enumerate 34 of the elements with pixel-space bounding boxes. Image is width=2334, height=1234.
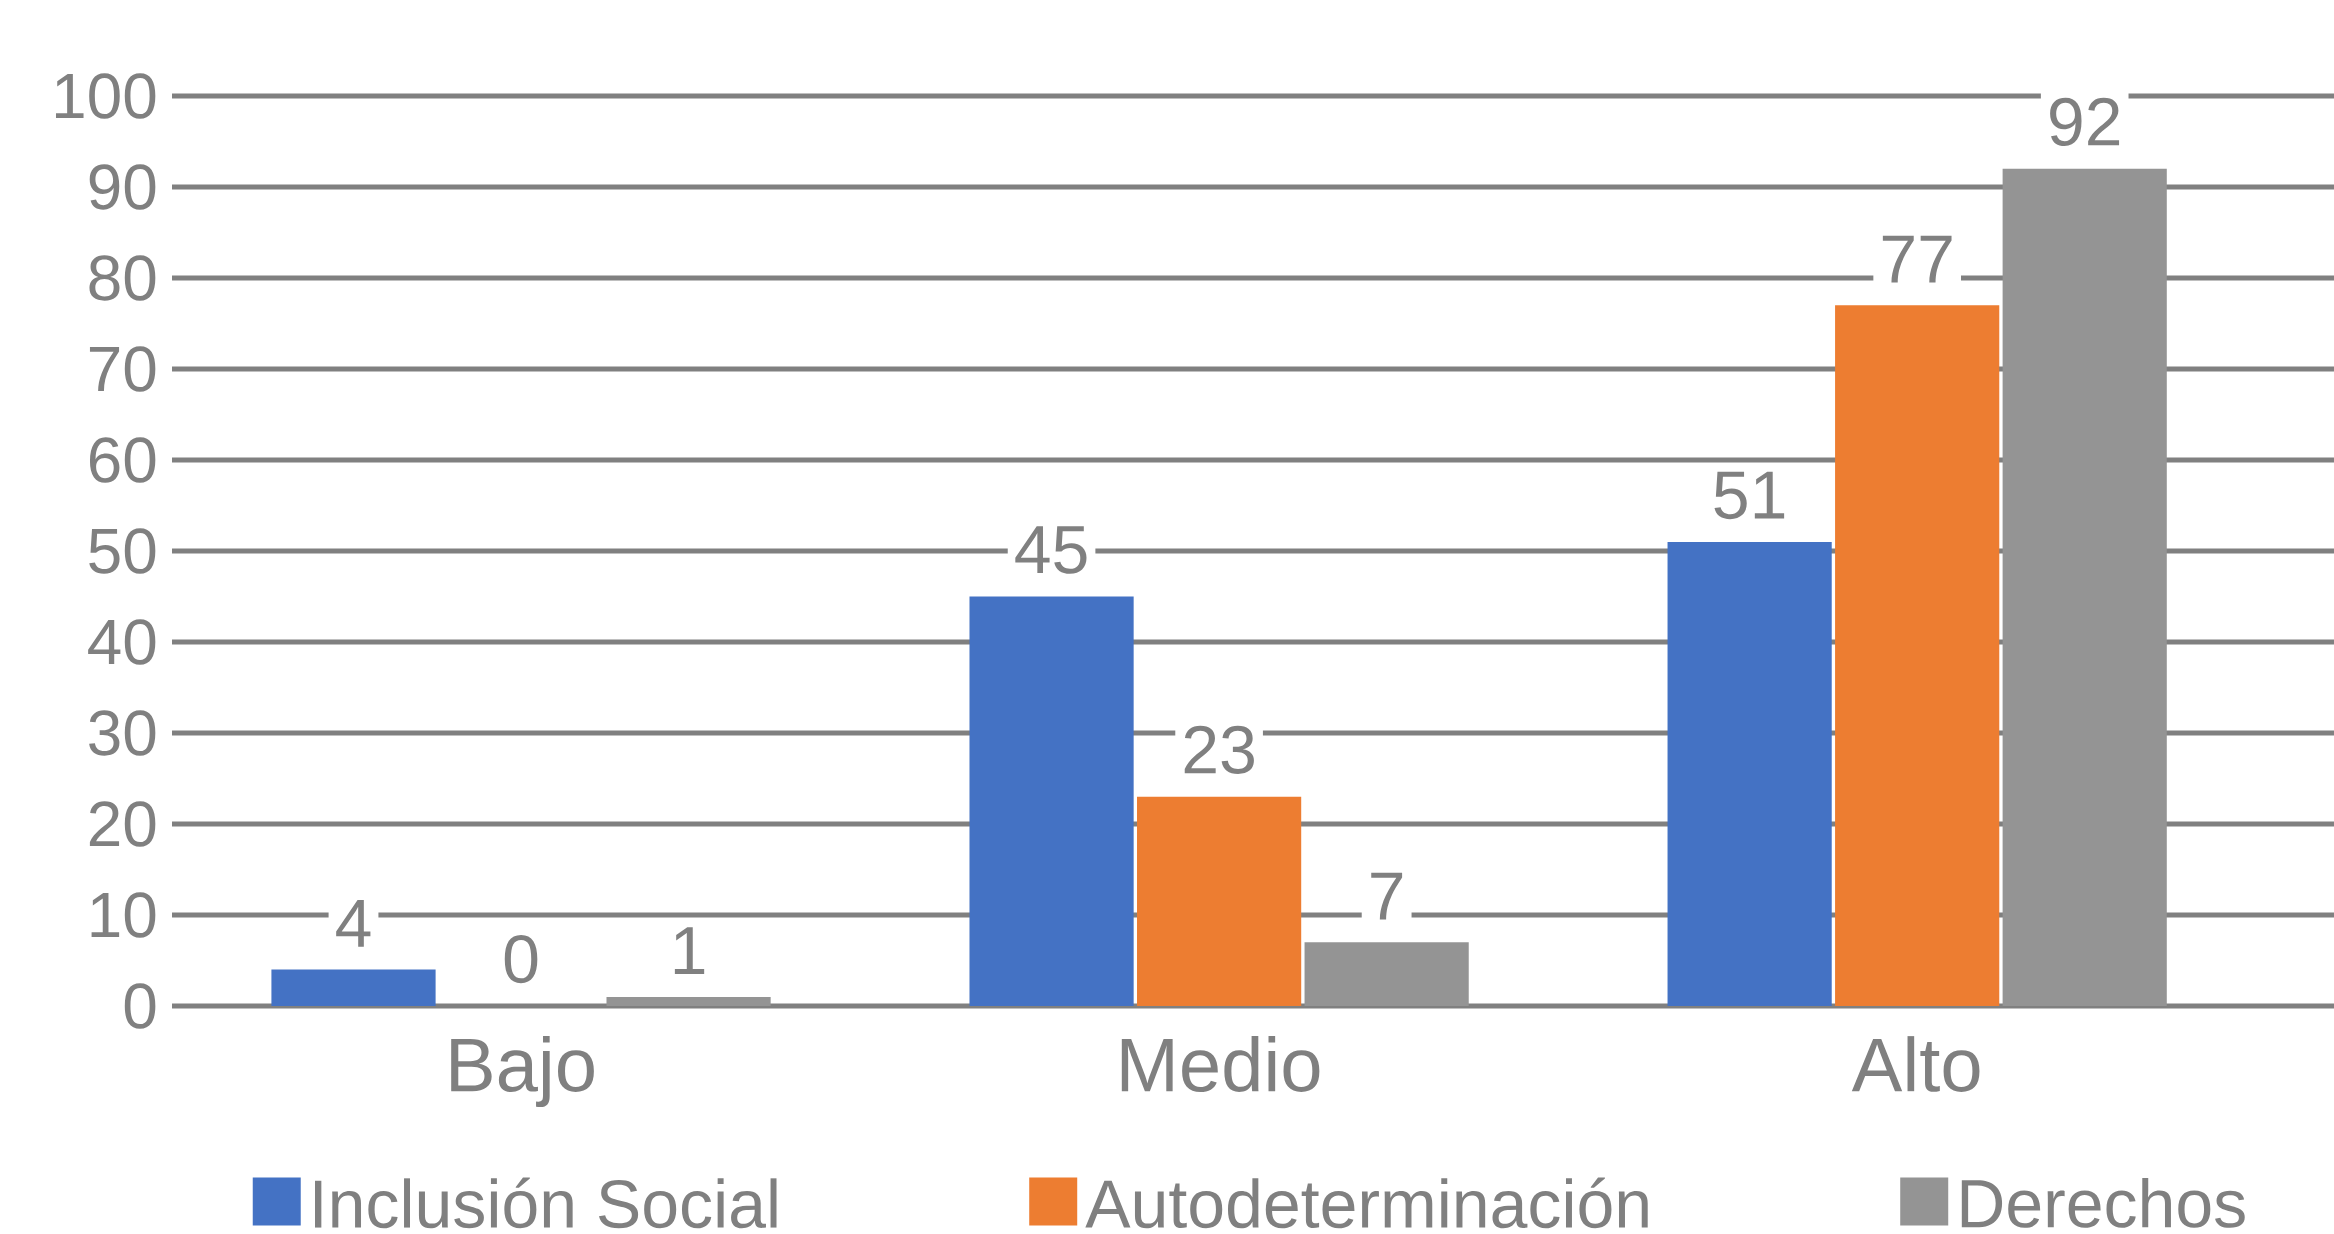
- bar: [969, 596, 1134, 1006]
- bar: [2002, 168, 2167, 1006]
- data-label: 92: [2050, 97, 2120, 147]
- legend-label: Autodeterminación: [1085, 1177, 1648, 1229]
- y-tick-label: 90: [89, 164, 156, 210]
- data-label: 1: [674, 927, 705, 975]
- x-tick-label: Medio: [1121, 1036, 1320, 1092]
- y-tick-label: 70: [89, 346, 156, 392]
- data-label: 4: [336, 900, 371, 947]
- x-tick-label: Bajo: [451, 1036, 594, 1107]
- y-tick-label: 30: [89, 710, 156, 756]
- x-tick-label: Alto: [1851, 1036, 1980, 1092]
- data-label: 51: [1714, 471, 1785, 520]
- y-tick-label: 50: [89, 528, 156, 574]
- legend-label: Derechos: [1961, 1177, 2245, 1228]
- bar: [271, 969, 436, 1006]
- data-label: 0: [504, 935, 538, 984]
- data-label: 77: [1882, 235, 1952, 283]
- y-tick-label: 100: [55, 73, 156, 119]
- y-tick-label: 0: [124, 983, 156, 1029]
- y-tick-label: 60: [89, 437, 156, 483]
- bar: [606, 996, 771, 1006]
- y-tick-label: 80: [89, 255, 156, 301]
- y-tick-label: 40: [88, 619, 156, 665]
- bar: [1304, 942, 1469, 1006]
- data-label: 7: [1371, 872, 1403, 920]
- data-label: 23: [1184, 725, 1254, 774]
- bar: [1137, 796, 1302, 1006]
- bar: [1667, 541, 1832, 1006]
- legend-label: Inclusión Social: [315, 1177, 777, 1229]
- data-label: 45: [1015, 526, 1087, 574]
- bar: [1835, 305, 2000, 1006]
- y-tick-label: 20: [89, 801, 156, 847]
- y-tick-label: 10: [91, 892, 156, 938]
